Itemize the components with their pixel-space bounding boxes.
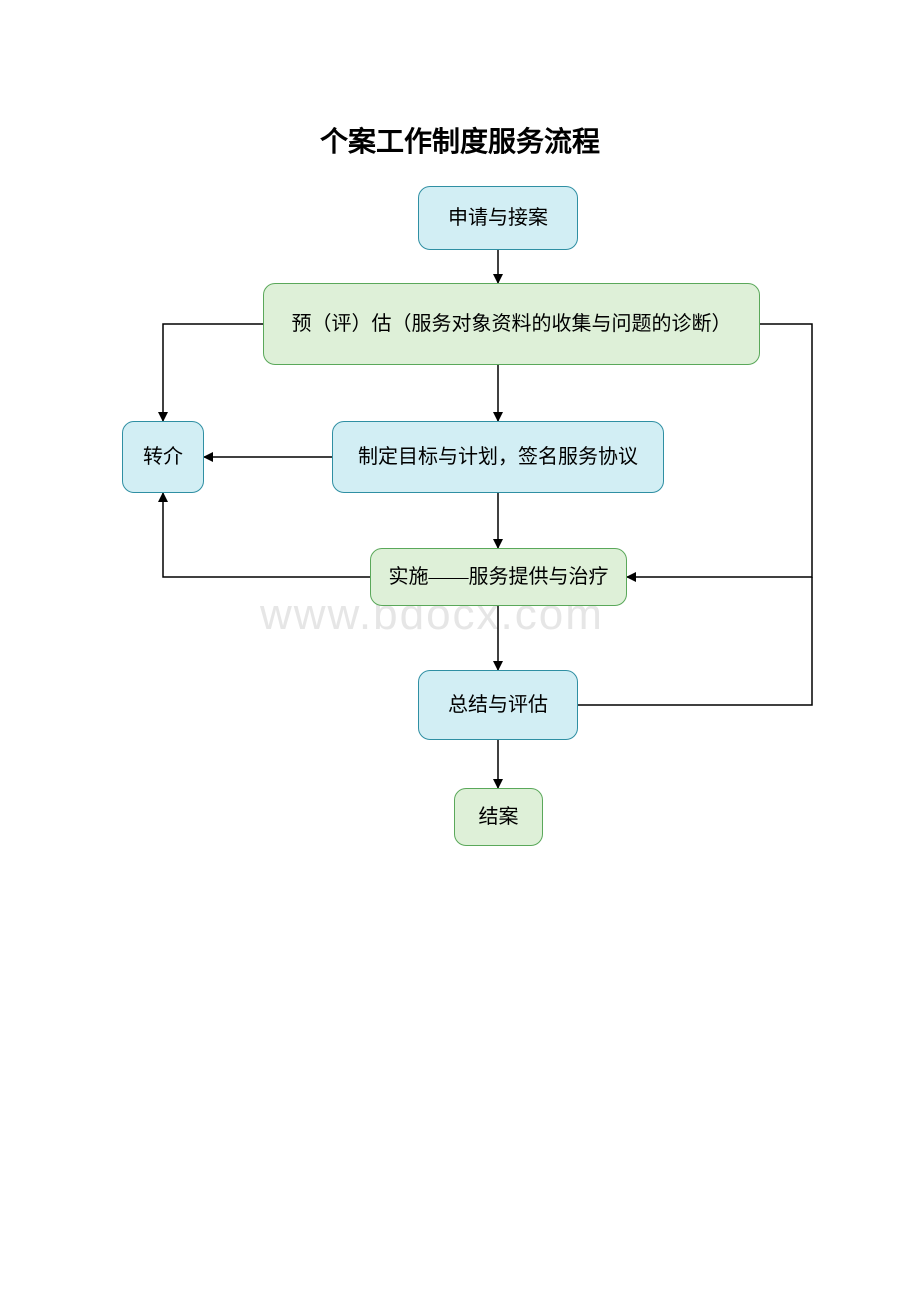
page-title: 个案工作制度服务流程 [0, 120, 920, 160]
node-n5: 实施——服务提供与治疗 [370, 548, 627, 606]
edge [163, 493, 370, 577]
node-n1: 申请与接案 [418, 186, 578, 250]
node-n3: 转介 [122, 421, 204, 493]
node-n4: 制定目标与计划，签名服务协议 [332, 421, 664, 493]
node-n6: 总结与评估 [418, 670, 578, 740]
node-n2: 预（评）估（服务对象资料的收集与问题的诊断） [263, 283, 760, 365]
node-n7: 结案 [454, 788, 543, 846]
edge [163, 324, 263, 421]
flowchart-canvas: 个案工作制度服务流程 www.bdocx.com 申请与接案预（评）估（服务对象… [0, 0, 920, 1302]
